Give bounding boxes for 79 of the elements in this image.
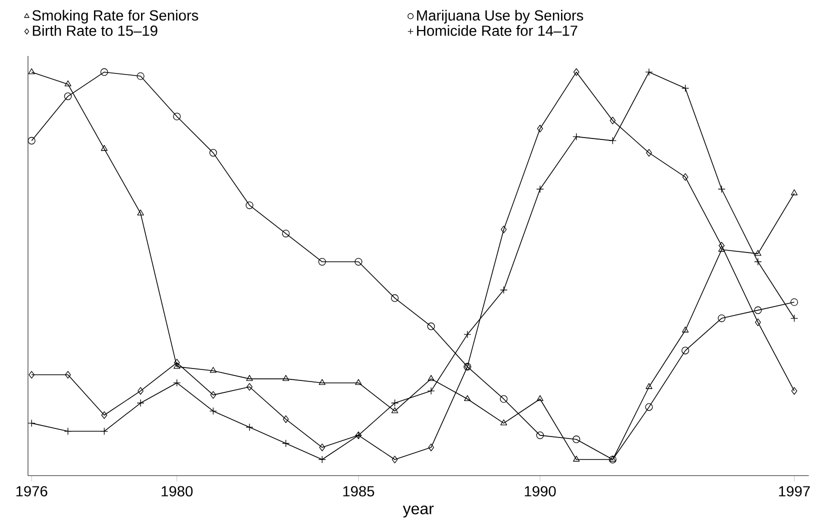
point xyxy=(246,202,254,210)
point xyxy=(318,379,326,386)
point xyxy=(28,371,35,379)
point xyxy=(718,314,726,322)
point xyxy=(573,456,580,462)
point xyxy=(755,318,761,326)
point xyxy=(682,346,690,355)
x-tick-label: 1980 xyxy=(162,486,193,497)
x-tick-label: 1997 xyxy=(779,486,810,497)
point xyxy=(246,424,254,432)
point xyxy=(101,412,108,420)
point xyxy=(100,145,108,152)
point xyxy=(428,375,434,382)
point xyxy=(572,436,580,444)
point xyxy=(464,395,471,402)
point xyxy=(646,149,652,157)
point xyxy=(174,363,180,369)
point xyxy=(209,149,217,157)
point xyxy=(428,444,434,452)
point xyxy=(64,92,72,100)
point xyxy=(28,137,36,145)
point xyxy=(790,314,798,322)
point xyxy=(790,298,798,306)
point xyxy=(645,403,653,412)
point xyxy=(174,359,180,367)
x-tick-label: 1990 xyxy=(524,486,556,497)
point xyxy=(28,68,35,74)
point xyxy=(173,112,181,120)
point xyxy=(100,68,108,76)
point xyxy=(682,173,688,182)
point xyxy=(64,80,72,86)
point xyxy=(136,72,144,80)
point xyxy=(790,190,798,196)
point xyxy=(500,226,507,234)
point xyxy=(608,456,616,464)
point xyxy=(573,68,580,76)
point xyxy=(754,306,762,314)
point xyxy=(319,444,326,452)
point xyxy=(791,387,798,395)
point xyxy=(100,428,108,436)
point xyxy=(355,379,362,386)
point xyxy=(427,322,435,330)
point xyxy=(246,375,253,382)
point xyxy=(282,230,290,238)
x-tick-label: 1976 xyxy=(16,486,48,497)
point xyxy=(500,286,508,294)
legend-label: Birth Rate to 15–19 xyxy=(32,25,158,36)
point xyxy=(500,420,508,426)
legend-label: Marijuana Use by Seniors xyxy=(417,10,584,24)
point xyxy=(754,258,762,266)
point xyxy=(282,375,290,382)
point xyxy=(610,116,616,125)
point xyxy=(682,84,690,92)
x-axis-title: year xyxy=(402,506,434,518)
point xyxy=(210,367,217,373)
point xyxy=(754,250,762,256)
point xyxy=(392,456,398,464)
point xyxy=(282,416,289,424)
point xyxy=(646,383,652,390)
point xyxy=(209,407,217,416)
point xyxy=(609,456,616,462)
point xyxy=(718,246,725,252)
point xyxy=(138,387,144,395)
point xyxy=(354,258,362,266)
x-tick-label: 1985 xyxy=(343,486,374,497)
point xyxy=(536,395,544,402)
point xyxy=(318,258,326,266)
point xyxy=(210,391,216,399)
point xyxy=(682,326,689,333)
point xyxy=(390,294,399,302)
legend-label: Homicide Rate for 14–17 xyxy=(417,25,578,36)
point xyxy=(246,383,252,391)
point xyxy=(536,432,544,440)
point xyxy=(65,371,71,379)
legend-label: Smoking Rate for Seniors xyxy=(32,10,198,24)
point xyxy=(537,124,543,133)
point xyxy=(137,210,144,216)
point xyxy=(500,395,508,403)
point xyxy=(718,242,725,250)
